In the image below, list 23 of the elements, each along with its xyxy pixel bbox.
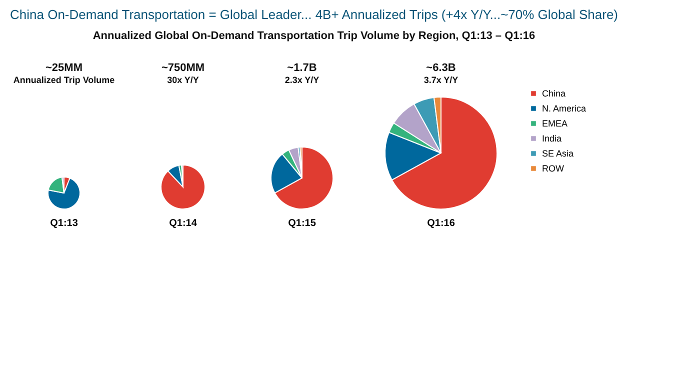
chart-title: ~25MM [46, 62, 82, 74]
text: Q1:16 [427, 218, 456, 229]
legend-label: China [542, 88, 566, 98]
text: China On-Demand Transportation = Global Leader... 4B+ Annualized Trips (+4x Y/Y...~70% Global Share) [10, 7, 618, 22]
pie-slice [274, 146, 334, 210]
text: Q1:13 [50, 218, 78, 229]
legend-label: SE Asia [542, 148, 574, 158]
text: Annualized Global On-Demand Transportation Trip Volume by Region, Q1:13 – Q1:16 [92, 30, 536, 42]
legend-label: India [542, 134, 562, 144]
chart-subtitle: 2.3x Y/Y [284, 75, 320, 85]
text: Q1:15 [288, 218, 316, 229]
chart-title: ~1.7B [287, 62, 317, 74]
chart-subtitle: 30x Y/Y [167, 75, 199, 85]
chart-subtitle: Annualized Trip Volume [13, 75, 115, 85]
pie-slice [160, 164, 206, 210]
chart-title: ~750MM [161, 62, 205, 74]
pie-slice [48, 178, 80, 210]
chart-title: ~6.3B [426, 62, 456, 74]
chart-subtitle: 3.7x Y/Y [424, 75, 458, 85]
legend-label: EMEA [542, 118, 568, 128]
legend-label: ROW [542, 164, 564, 174]
text: Q1:14 [169, 218, 198, 229]
legend-label: N. America [542, 104, 586, 114]
